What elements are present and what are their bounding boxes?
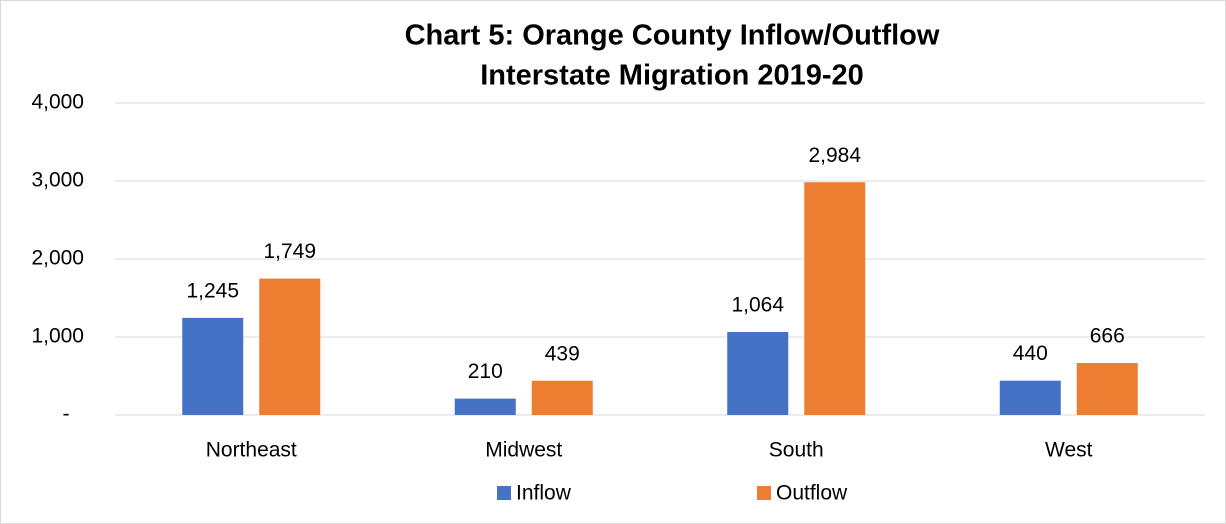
bar (999, 380, 1061, 415)
x-tick-label: West (1045, 439, 1093, 462)
bar (182, 317, 244, 415)
y-tick-label: 1,000 (31, 325, 84, 348)
value-label: 2,984 (808, 144, 861, 167)
bar (1076, 363, 1138, 415)
bar (531, 380, 593, 415)
y-tick-label: - (63, 403, 70, 426)
chart-title: Chart 5: Orange County Inflow/Outflow (405, 20, 940, 52)
bar (804, 182, 866, 415)
bar (454, 398, 516, 415)
y-tick-label: 4,000 (31, 91, 84, 114)
bar (727, 332, 789, 415)
value-label: 210 (468, 360, 503, 383)
x-tick-label: Midwest (485, 439, 562, 462)
value-label: 1,749 (263, 240, 316, 263)
y-tick-label: 3,000 (31, 169, 84, 192)
x-tick-label: Northeast (206, 439, 297, 462)
legend-swatch (757, 486, 771, 500)
value-label: 440 (1013, 342, 1048, 365)
value-label: 439 (545, 342, 580, 365)
legend-swatch (497, 486, 511, 500)
bar (259, 278, 321, 415)
legend-label: Inflow (516, 482, 572, 505)
x-tick-label: South (769, 439, 824, 462)
chart-title: Interstate Migration 2019-20 (480, 60, 864, 92)
value-label: 666 (1090, 325, 1125, 348)
y-tick-label: 2,000 (31, 247, 84, 270)
legend-label: Outflow (776, 482, 848, 505)
value-label: 1,245 (186, 279, 239, 302)
value-label: 1,064 (731, 294, 784, 317)
